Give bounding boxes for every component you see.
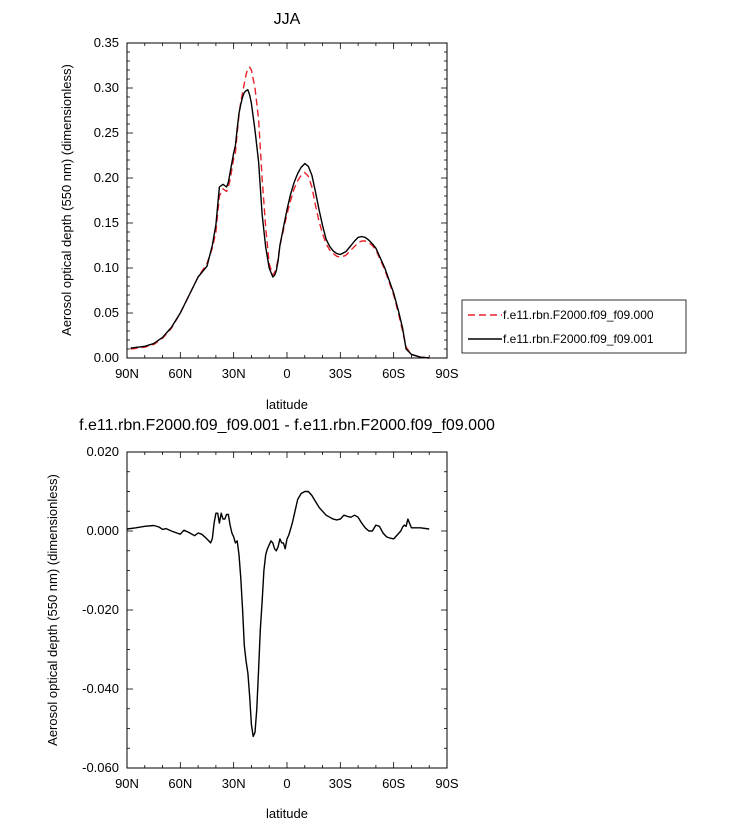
chart-title: f.e11.rbn.F2000.f09_f09.001 - f.e11.rbn.… xyxy=(79,417,495,434)
y-axis-label: Aerosol optical depth (550 nm) (dimensio… xyxy=(59,64,74,336)
chart-title: JJA xyxy=(274,11,301,28)
x-tick-label: 60S xyxy=(382,366,405,381)
y-tick-label: 0.35 xyxy=(94,35,119,50)
plot-area: 90N 60N 30N 0 30S 60S 90S 0.00 0.05 0.10 0.15 0.20 0… xyxy=(94,35,459,381)
series-line-0 xyxy=(130,66,430,359)
y-tick-label: 0.020 xyxy=(86,444,119,459)
legend: f.e11.rbn.F2000.f09_f09.000 f.e11.rbn.F2… xyxy=(461,299,687,354)
aod-difference-panel: f.e11.rbn.F2000.f09_f09.001 - f.e11.rbn.… xyxy=(45,417,495,821)
plot-frame xyxy=(126,451,448,769)
y-tick-label: 0.10 xyxy=(94,260,119,275)
y-tick-label: 0.20 xyxy=(94,170,119,185)
legend-entry-001: f.e11.rbn.F2000.f09_f09.001 xyxy=(503,332,654,346)
y-tick-label: 0.00 xyxy=(94,350,119,365)
x-axis-label: latitude xyxy=(266,397,308,412)
x-tick-label: 0 xyxy=(283,776,290,791)
x-tick-label: 60N xyxy=(168,366,192,381)
y-axis-label: Aerosol optical depth (550 nm) (dimensio… xyxy=(45,474,60,746)
x-tick-label: 90S xyxy=(435,776,458,791)
x-tick-label: 30N xyxy=(222,366,246,381)
x-tick-label: 90N xyxy=(115,366,139,381)
y-tick-label: 0.05 xyxy=(94,305,119,320)
plot-area: 90N 60N 30N 0 30S 60S 90S -0.060 -0.040 -0.020 0.0… xyxy=(82,444,459,791)
y-tick-label: 0.15 xyxy=(94,215,119,230)
x-tick-label: 60N xyxy=(168,776,192,791)
y-tick-label: 0.25 xyxy=(94,125,119,140)
y-tick-label: -0.040 xyxy=(82,681,119,696)
x-tick-label: 90S xyxy=(435,366,458,381)
x-axis-label: latitude xyxy=(266,806,308,821)
y-tick-label: -0.020 xyxy=(82,602,119,617)
x-tick-label: 60S xyxy=(382,776,405,791)
x-tick-label: 30S xyxy=(329,366,352,381)
series-line-0 xyxy=(126,490,430,738)
y-tick-label: 0.000 xyxy=(86,523,119,538)
legend-box xyxy=(461,299,687,354)
y-tick-label: -0.060 xyxy=(82,760,119,775)
series-line-1 xyxy=(130,89,430,359)
y-tick-label: 0.30 xyxy=(94,80,119,95)
x-tick-label: 30N xyxy=(222,776,246,791)
x-tick-label: 0 xyxy=(283,366,290,381)
x-tick-label: 90N xyxy=(115,776,139,791)
aod-jja-panel: JJA latitude Aerosol optical depth (550 … xyxy=(59,11,687,412)
legend-entry-000: f.e11.rbn.F2000.f09_f09.000 xyxy=(503,308,654,322)
x-tick-label: 30S xyxy=(329,776,352,791)
